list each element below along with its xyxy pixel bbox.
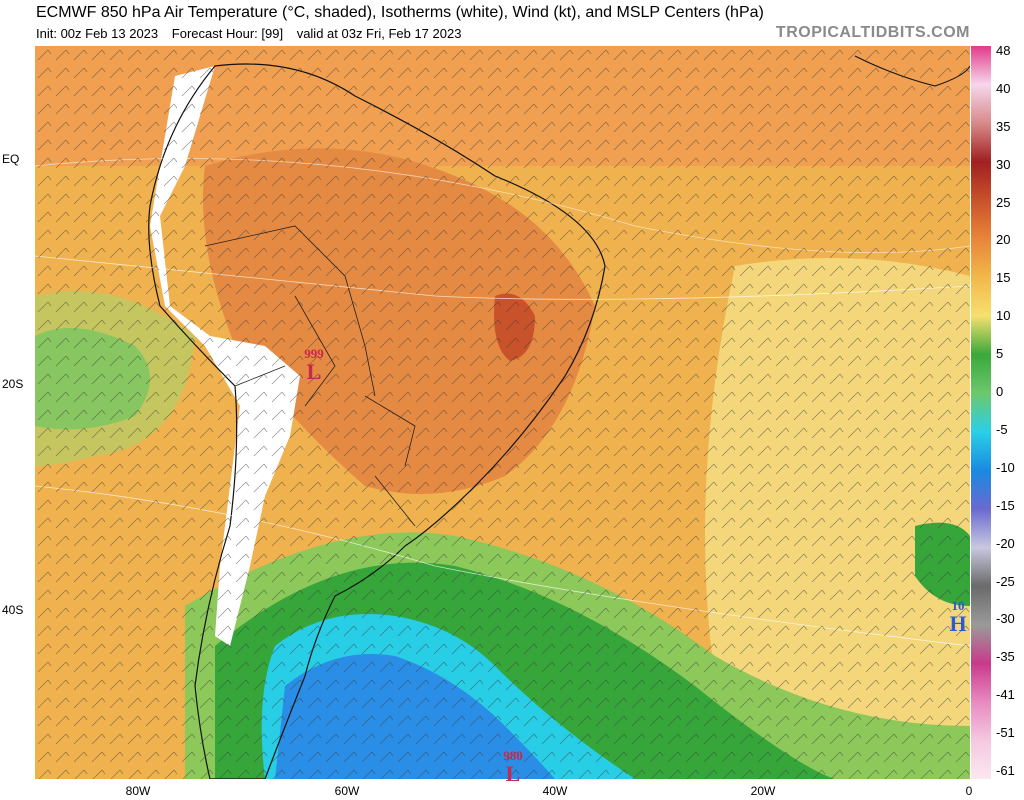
lon-label-60w: 60W <box>334 784 360 798</box>
lon-label-40w: 40W <box>542 784 568 798</box>
map-title: ECMWF 850 hPa Air Temperature (°C, shade… <box>36 4 764 21</box>
colorbar-label: -30 <box>996 611 1015 627</box>
colorbar-label: -10 <box>996 459 1015 475</box>
pressure-low-south-atlantic: 980 L <box>497 748 529 786</box>
lat-label-eq: EQ <box>2 152 20 166</box>
colorbar-label: -15 <box>996 497 1015 513</box>
lon-label-0: 0 <box>965 784 973 798</box>
colorbar-label: 20 <box>996 232 1011 248</box>
pressure-value: 980 <box>503 748 523 763</box>
map-canvas <box>35 46 970 779</box>
init-time: Init: 00z Feb 13 2023 <box>36 26 159 41</box>
pressure-low-paraguay: 999 L <box>298 346 330 384</box>
pressure-type: L <box>306 359 322 384</box>
colorbar-label: 10 <box>996 308 1011 324</box>
temperature-colorbar <box>971 46 991 779</box>
colorbar-label: -51 <box>996 725 1015 741</box>
pressure-high-east-atlantic: 10 H <box>946 598 970 634</box>
colorbar-label: -41 <box>996 687 1015 703</box>
colorbar-label: 25 <box>996 194 1011 210</box>
pressure-value: 10 <box>951 598 965 613</box>
map-subtitle: Init: 00z Feb 13 2023 Forecast Hour: [99… <box>36 26 471 41</box>
valid-time: valid at 03z Fri, Feb 17 2023 <box>296 26 462 41</box>
colorbar-label: 40 <box>996 80 1011 96</box>
lon-label-80w: 80W <box>125 784 151 798</box>
colorbar-label: -5 <box>996 421 1008 437</box>
brand-watermark: TROPICALTIDBITS.COM <box>775 24 970 41</box>
lat-label-40s: 40S <box>2 603 24 617</box>
temperature-map <box>35 46 970 779</box>
colorbar-label: -35 <box>996 649 1015 665</box>
pressure-value: 999 <box>304 346 324 361</box>
pressure-type: L <box>505 761 521 786</box>
colorbar-label: 48 <box>996 43 1011 58</box>
colorbar-label: 35 <box>996 118 1011 134</box>
colorbar-label: -25 <box>996 573 1015 589</box>
lon-label-20w: 20W <box>750 784 776 798</box>
pressure-type: H <box>949 611 967 635</box>
wind-barbs-layer <box>35 46 970 779</box>
colorbar-label: -61 <box>996 763 1015 778</box>
forecast-hour: Forecast Hour: [99] <box>171 26 284 41</box>
colorbar-label: 30 <box>996 156 1011 172</box>
colorbar-label: 5 <box>996 346 1004 362</box>
colorbar-label: 0 <box>996 384 1004 400</box>
colorbar-label: -20 <box>996 535 1015 551</box>
colorbar-label: 15 <box>996 270 1011 286</box>
lat-label-20s: 20S <box>2 377 24 391</box>
